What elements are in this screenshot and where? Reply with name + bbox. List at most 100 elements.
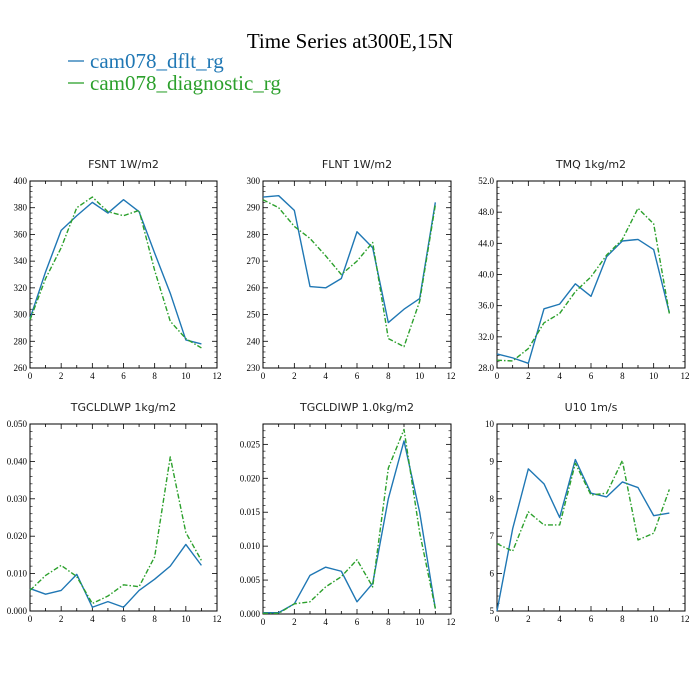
panel-u10: U10 1m/s 0 2 4 6 8 10 12 5 6 7 8 9 10: [485, 401, 690, 624]
x-tick-label: 4: [557, 371, 562, 381]
x-tick-label: 12: [681, 371, 690, 381]
y-tick-label: 0.010: [240, 541, 261, 551]
y-tick-label: 0.025: [240, 439, 261, 449]
y-tick-label: 0.020: [240, 473, 261, 483]
legend-label-diagnostic: cam078_diagnostic_rg: [90, 71, 281, 95]
panel-tgcldlwp: TGCLDLWP 1kg/m2 0 2 4 6 8 10 12 0.000 0.010 0.020 0…: [7, 401, 222, 624]
plot-frame: [262, 180, 452, 369]
y-tick-label: 400: [14, 176, 28, 186]
series-line-dflt: [29, 543, 202, 608]
series-line-diagnostic: [29, 196, 202, 349]
x-tick-label: 2: [292, 617, 297, 627]
x-tick-label: 4: [323, 617, 328, 627]
x-tick-label: 0: [28, 614, 33, 624]
x-tick-label: 10: [415, 371, 425, 381]
y-tick-label: 52.0: [478, 176, 494, 186]
panel-title-flnt: FLNT 1W/m2: [322, 158, 392, 171]
y-tick-label: 7: [490, 531, 495, 541]
x-tick-label: 8: [620, 371, 625, 381]
x-tick-label: 6: [589, 371, 594, 381]
x-tick-label: 10: [181, 371, 191, 381]
y-tick-label: 360: [14, 229, 28, 239]
series-line-diagnostic: [262, 199, 437, 348]
series-line-dflt: [263, 440, 437, 614]
y-tick-label: 48.0: [478, 207, 494, 217]
series-line-dflt: [262, 194, 437, 324]
plot-frame: [496, 423, 686, 612]
x-tick-label: 0: [495, 371, 500, 381]
y-tick-label: 260: [247, 283, 261, 293]
x-tick-label: 8: [620, 614, 625, 624]
y-tick-label: 10: [485, 419, 495, 429]
y-tick-label: 300: [247, 176, 261, 186]
panel-title-tgcldlwp: TGCLDLWP 1kg/m2: [70, 401, 176, 414]
y-tick-label: 0.015: [240, 507, 261, 517]
x-tick-label: 4: [90, 614, 95, 624]
series-line-diagnostic: [496, 459, 670, 552]
y-tick-label: 8: [490, 494, 495, 504]
series-line-diagnostic: [29, 456, 203, 605]
x-tick-label: 0: [28, 371, 33, 381]
y-tick-label: 32.0: [478, 332, 494, 342]
figure-title: Time Series at300E,15N: [247, 29, 453, 53]
y-tick-label: 0.005: [240, 575, 261, 585]
x-tick-label: 8: [152, 614, 157, 624]
y-tick-label: 5: [490, 606, 495, 616]
x-tick-label: 0: [261, 371, 266, 381]
y-tick-label: 230: [247, 363, 261, 373]
x-tick-label: 6: [589, 614, 594, 624]
x-tick-label: 4: [557, 614, 562, 624]
panel-title-fsnt: FSNT 1W/m2: [88, 158, 159, 171]
x-tick-label: 10: [649, 614, 659, 624]
plot-frame: [496, 180, 686, 369]
y-tick-label: 380: [14, 203, 28, 213]
y-tick-label: 340: [14, 256, 28, 266]
y-tick-label: 28.0: [478, 363, 494, 373]
y-tick-label: 240: [247, 336, 261, 346]
y-tick-label: 0.000: [7, 606, 28, 616]
y-tick-label: 0.050: [7, 419, 28, 429]
panel-tmq: TMQ 1kg/m2 0 2 4 6 8 10 12 28.0 32.0 36.0 40.0 44.0 4…: [478, 158, 689, 381]
legend-label-dflt: cam078_dflt_rg: [90, 49, 224, 73]
x-tick-label: 12: [213, 614, 222, 624]
y-tick-label: 6: [490, 569, 495, 579]
y-tick-label: 260: [14, 363, 28, 373]
y-tick-label: 290: [247, 203, 261, 213]
y-tick-label: 0.030: [7, 494, 28, 504]
plot-frame: [262, 423, 452, 615]
x-tick-label: 10: [415, 617, 425, 627]
x-tick-label: 0: [261, 617, 266, 627]
x-tick-label: 12: [213, 371, 222, 381]
legend: cam078_dflt_rg cam078_diagnostic_rg: [68, 49, 281, 95]
y-tick-label: 280: [247, 229, 261, 239]
x-tick-label: 6: [121, 614, 126, 624]
x-tick-label: 8: [386, 371, 391, 381]
y-tick-label: 270: [247, 256, 261, 266]
panel-flnt: FLNT 1W/m2 0 2 4 6 8 10 12 230 240 250 260 270 280 290…: [247, 158, 456, 381]
series-line-dflt: [496, 458, 670, 612]
plot-frame: [29, 423, 218, 612]
y-tick-label: 280: [14, 336, 28, 346]
y-tick-label: 36.0: [478, 301, 494, 311]
y-tick-label: 320: [14, 283, 28, 293]
y-tick-label: 0.040: [7, 456, 28, 466]
x-tick-label: 2: [292, 371, 297, 381]
y-tick-label: 0.020: [7, 531, 28, 541]
y-tick-label: 9: [490, 456, 495, 466]
x-tick-label: 12: [447, 617, 456, 627]
x-tick-label: 6: [355, 371, 360, 381]
x-tick-label: 6: [121, 371, 126, 381]
y-tick-label: 44.0: [478, 238, 494, 248]
panel-title-tgcldiwp: TGCLDIWP 1.0kg/m2: [299, 401, 414, 414]
x-tick-label: 2: [526, 371, 531, 381]
y-tick-label: 0.000: [240, 609, 261, 619]
series-line-diagnostic: [496, 207, 671, 362]
panel-tgcldiwp: TGCLDIWP 1.0kg/m2 0 2 4 6 8 10 12 0.000 0.005 0.01…: [240, 401, 456, 627]
series-line-dflt: [29, 198, 202, 345]
x-tick-label: 4: [323, 371, 328, 381]
x-tick-label: 2: [59, 371, 64, 381]
x-tick-label: 2: [59, 614, 64, 624]
series-line-diagnostic: [263, 428, 437, 615]
x-tick-label: 8: [386, 617, 391, 627]
x-tick-label: 6: [355, 617, 360, 627]
